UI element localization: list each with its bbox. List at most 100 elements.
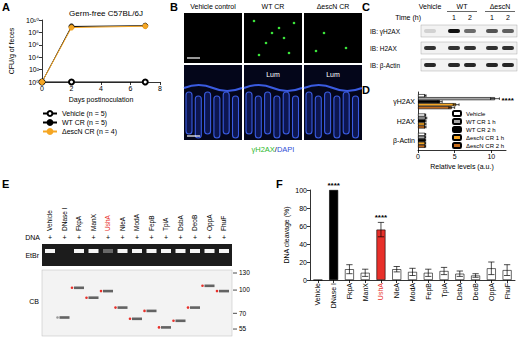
- svg-text:DeoB: DeoB: [472, 283, 479, 301]
- svg-text:IB: γH2AX: IB: γH2AX: [370, 28, 401, 36]
- svg-text:E: E: [2, 178, 9, 190]
- svg-text:ModA: ModA: [133, 213, 140, 231]
- svg-text:FhuF: FhuF: [504, 283, 511, 299]
- svg-text:10⁰: 10⁰: [28, 79, 39, 86]
- svg-text:β-Actin: β-Actin: [393, 137, 415, 145]
- svg-text:Vehicle: Vehicle: [46, 210, 53, 231]
- svg-text:130: 130: [239, 269, 250, 276]
- svg-text:4: 4: [99, 85, 103, 92]
- svg-text:TpiA: TpiA: [441, 283, 449, 298]
- svg-text:Vehicle control: Vehicle control: [190, 3, 236, 10]
- svg-text:10²: 10²: [29, 66, 40, 73]
- svg-text:+: +: [91, 234, 95, 241]
- svg-text:0: 0: [40, 85, 44, 92]
- svg-text:10⁸: 10⁸: [28, 29, 39, 36]
- svg-text:Days postinoculation: Days postinoculation: [69, 96, 134, 104]
- svg-text:WT CR 2 h: WT CR 2 h: [466, 127, 496, 133]
- svg-text:OppA: OppA: [488, 283, 496, 301]
- svg-text:+: +: [193, 234, 197, 241]
- svg-text:2: 2: [468, 14, 472, 21]
- svg-text:+: +: [164, 234, 168, 241]
- svg-text:CB: CB: [29, 298, 39, 305]
- svg-text:****: ****: [327, 181, 340, 190]
- svg-text:ΔescN CR (n = 4): ΔescN CR (n = 4): [62, 128, 117, 136]
- svg-text:WT: WT: [457, 3, 469, 10]
- svg-text:A: A: [2, 1, 10, 13]
- svg-text:DsbA: DsbA: [456, 283, 463, 300]
- svg-text:EtBr: EtBr: [25, 252, 39, 259]
- svg-text:Germ-free C57BL/6J: Germ-free C57BL/6J: [69, 9, 143, 18]
- svg-text:NleA: NleA: [393, 283, 400, 299]
- svg-text:2: 2: [70, 85, 74, 92]
- svg-text:γH2AX/DAPI: γH2AX/DAPI: [252, 145, 295, 154]
- svg-text:70: 70: [239, 310, 247, 317]
- svg-text:10: 10: [487, 153, 495, 160]
- svg-text:ΔescN CR 2 h: ΔescN CR 2 h: [466, 143, 504, 149]
- svg-text:1: 1: [490, 14, 494, 21]
- svg-text:H2AX: H2AX: [397, 118, 416, 125]
- svg-text:+: +: [207, 234, 211, 241]
- svg-text:Vehicle: Vehicle: [466, 111, 486, 117]
- svg-text:10⁶: 10⁶: [28, 41, 39, 48]
- svg-text:FepB: FepB: [425, 283, 433, 300]
- svg-text:ΔescN: ΔescN: [490, 3, 511, 10]
- svg-text:0: 0: [303, 277, 307, 284]
- svg-text:C: C: [362, 1, 370, 13]
- svg-text:40: 40: [299, 241, 307, 248]
- svg-text:8: 8: [158, 85, 162, 92]
- svg-text:5: 5: [453, 153, 457, 160]
- svg-text:0: 0: [416, 153, 420, 160]
- svg-text:10⁴: 10⁴: [28, 54, 39, 61]
- svg-text:2: 2: [506, 14, 510, 21]
- svg-text:+: +: [135, 234, 139, 241]
- svg-text:DsbA: DsbA: [177, 214, 184, 231]
- svg-text:DNA: DNA: [25, 234, 40, 241]
- svg-text:FhuF: FhuF: [220, 216, 227, 231]
- svg-text:NleA: NleA: [119, 216, 126, 231]
- svg-text:Time (h): Time (h): [395, 14, 421, 22]
- svg-text:FkpA: FkpA: [346, 283, 354, 300]
- svg-text:B: B: [170, 1, 178, 13]
- svg-text:WT CR 1 h: WT CR 1 h: [466, 119, 496, 125]
- svg-text:+: +: [48, 234, 52, 241]
- svg-text:6: 6: [129, 85, 133, 92]
- svg-text:Vehicle: Vehicle: [419, 3, 442, 10]
- svg-text:55: 55: [239, 325, 247, 332]
- svg-text:CFU/g of feces: CFU/g of feces: [8, 27, 16, 74]
- svg-text:10¹⁰: 10¹⁰: [26, 17, 39, 24]
- svg-text:UshA: UshA: [377, 283, 384, 300]
- svg-text:ΔescN CR 1 h: ΔescN CR 1 h: [466, 135, 504, 141]
- svg-text:OppA: OppA: [206, 214, 214, 231]
- svg-text:ModA: ModA: [409, 283, 416, 302]
- svg-text:FkpA: FkpA: [75, 215, 83, 231]
- svg-text:Lum: Lum: [266, 71, 280, 78]
- svg-text:DNase I: DNase I: [61, 207, 68, 231]
- svg-text:WT CR: WT CR: [262, 3, 285, 10]
- svg-text:100: 100: [295, 187, 307, 194]
- svg-text:DeoB: DeoB: [191, 215, 198, 231]
- svg-text:Vehicle: Vehicle: [314, 283, 321, 306]
- svg-text:+: +: [77, 234, 81, 241]
- svg-text:ManX: ManX: [90, 213, 97, 231]
- svg-text:****: ****: [501, 96, 514, 105]
- svg-text:****: ****: [375, 213, 388, 222]
- svg-text:Vehicle (n = 5): Vehicle (n = 5): [62, 110, 107, 118]
- svg-text:100: 100: [239, 286, 250, 293]
- svg-text:80: 80: [299, 205, 307, 212]
- svg-text:Lum: Lum: [326, 71, 340, 78]
- svg-text:+: +: [222, 234, 226, 241]
- svg-text:ΔescN CR: ΔescN CR: [317, 3, 350, 10]
- svg-text:TpiA: TpiA: [162, 217, 170, 231]
- svg-text:FepB: FepB: [148, 215, 156, 231]
- svg-text:+: +: [149, 234, 153, 241]
- svg-text:ManX: ManX: [362, 283, 369, 302]
- svg-text:1: 1: [452, 14, 456, 21]
- svg-text:D: D: [362, 84, 370, 96]
- svg-text:+: +: [106, 234, 110, 241]
- svg-text:60: 60: [299, 223, 307, 230]
- svg-text:DNA cleavage (%): DNA cleavage (%): [283, 206, 291, 263]
- svg-text:20: 20: [299, 259, 307, 266]
- svg-text:F: F: [276, 178, 283, 190]
- svg-text:γH2AX: γH2AX: [393, 98, 415, 106]
- svg-text:WT CR (n = 5): WT CR (n = 5): [62, 119, 107, 127]
